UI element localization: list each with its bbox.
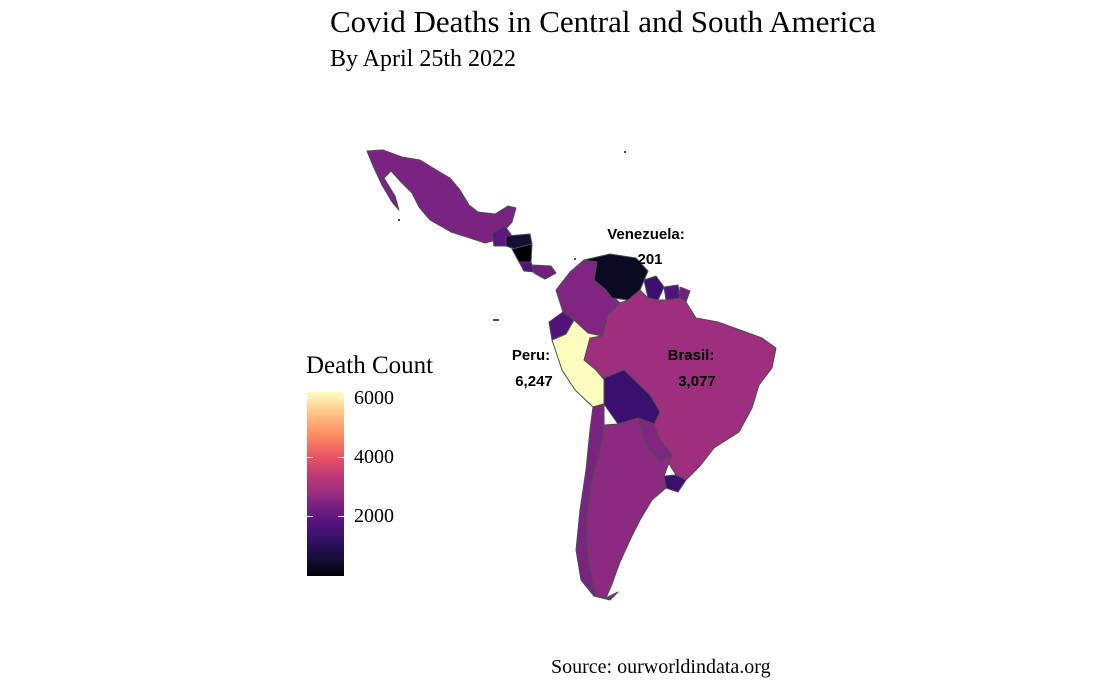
annotation-peru-value: 6,247 <box>515 373 553 390</box>
country-guyana <box>643 275 665 301</box>
annotation-venezuela-name: Venezuela: <box>607 226 685 243</box>
country-costa-rica <box>518 261 535 273</box>
island-caribbean-b <box>398 219 400 221</box>
legend-title: Death Count <box>306 352 434 379</box>
country-suriname <box>663 284 681 301</box>
source-caption: Source: ourworldindata.org <box>551 656 771 678</box>
country-chile <box>575 403 619 601</box>
legend-tick-label: 2000 <box>354 505 394 528</box>
legend-tick-label: 6000 <box>354 387 394 410</box>
annotation-venezuela-value: 201 <box>637 251 662 268</box>
island-san-andres <box>574 258 576 260</box>
annotation-peru-name: Peru: <box>512 347 550 364</box>
island-galapagos <box>493 319 499 321</box>
map-subtitle: By April 25th 2022 <box>330 46 517 72</box>
island-caribbean-a <box>624 151 626 153</box>
country-panama <box>531 264 557 280</box>
country-mexico <box>366 149 517 244</box>
legend-tick-label: 4000 <box>354 446 394 469</box>
annotation-brasil-name: Brasil: <box>668 347 715 364</box>
annotation-brasil-value: 3,077 <box>678 373 716 390</box>
country-peru <box>551 319 607 408</box>
legend-colorbar <box>307 392 344 576</box>
map-title: Covid Deaths in Central and South Americ… <box>330 4 876 39</box>
